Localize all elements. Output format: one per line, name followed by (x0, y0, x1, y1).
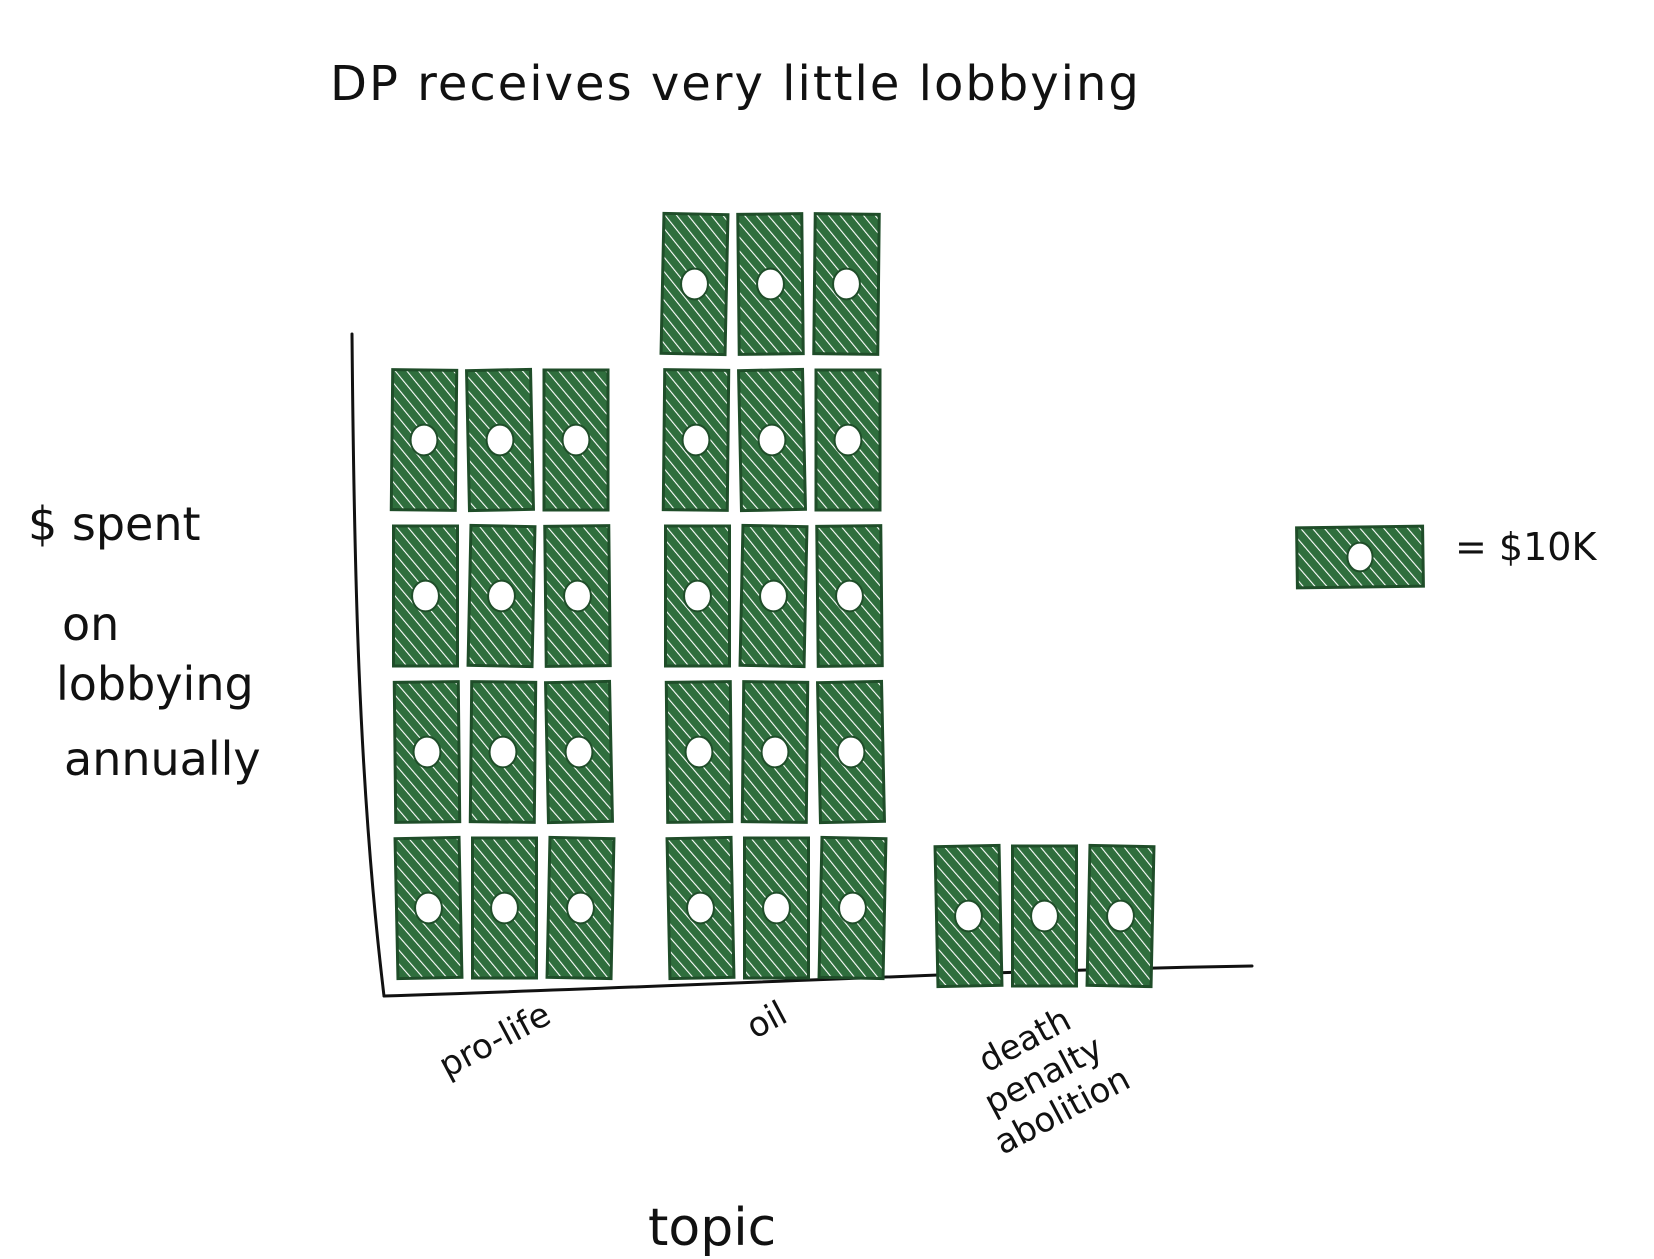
money-bill-icon (1085, 843, 1156, 989)
money-bill-icon (665, 835, 736, 981)
money-bill-icon (816, 679, 886, 825)
money-bill-icon (740, 680, 810, 824)
money-bill-icon (543, 524, 612, 668)
money-bill-icon (659, 211, 730, 357)
legend: = $10K (1295, 524, 1597, 590)
money-bill-icon (812, 212, 881, 356)
money-bill-icon (471, 836, 538, 980)
x-tick-label: oil (740, 993, 794, 1047)
money-bill-icon (736, 212, 805, 356)
money-bill-icon (545, 835, 616, 981)
money-bill-icon (544, 679, 614, 825)
money-bill-icon (466, 523, 537, 669)
y-axis-label-line: on (62, 597, 119, 651)
x-tick-label: pro-life (432, 994, 557, 1086)
bars-group (389, 211, 1156, 989)
money-bill-icon (933, 843, 1004, 989)
money-bill-icon (737, 367, 807, 513)
money-bill-icon (743, 836, 810, 980)
y-axis-label-line: $ spent (28, 497, 201, 551)
money-bill-icon (392, 524, 459, 668)
y-axis-label-line: annually (64, 732, 261, 786)
money-bill-icon (389, 368, 459, 512)
legend-money-bill-icon (1295, 524, 1425, 590)
money-bill-icon (1011, 844, 1078, 988)
money-bill-icon (738, 523, 809, 669)
money-bill-icon (815, 524, 884, 668)
money-bill-icon (392, 680, 462, 824)
money-bill-icon (468, 680, 538, 824)
y-axis (350, 332, 386, 998)
chart-title: DP receives very little lobbying (330, 56, 1141, 112)
legend-label: = $10K (1455, 525, 1597, 569)
money-bill-icon (393, 835, 464, 981)
money-bill-icon (661, 368, 731, 512)
money-bill-icon (542, 368, 610, 512)
money-bill-icon (664, 680, 734, 824)
x-tick-label-text: oil (740, 993, 794, 1047)
money-bill-icon (817, 835, 888, 981)
y-axis-label-line: lobbying (56, 657, 254, 711)
money-bill-icon (664, 524, 731, 668)
x-axis-label: topic (648, 1198, 776, 1258)
x-tick-label-text: pro-life (432, 994, 557, 1086)
money-bill-icon (465, 367, 535, 513)
money-bill-icon (814, 368, 882, 512)
y-axis-label: $ spent on lobbying annually (28, 497, 261, 786)
